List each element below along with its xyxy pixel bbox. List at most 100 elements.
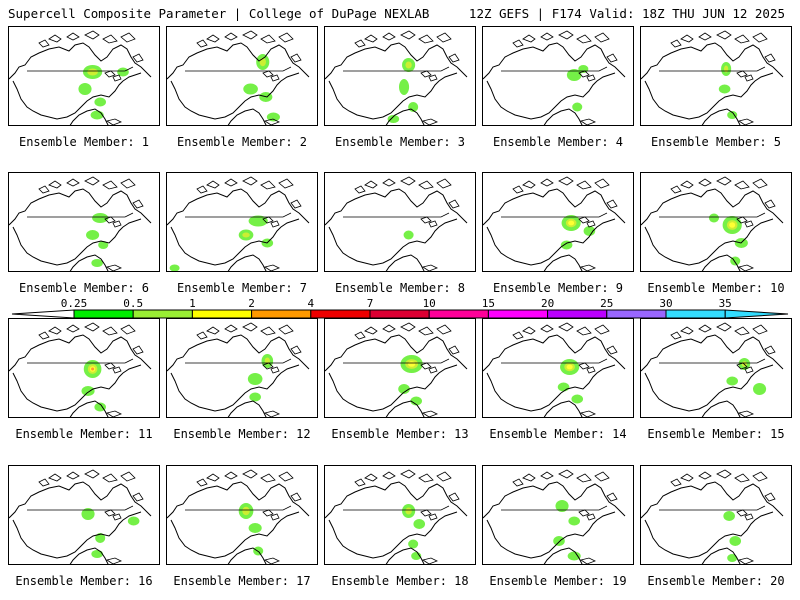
coastline [641, 334, 784, 372]
island-outline [512, 39, 524, 48]
coastline [170, 511, 300, 559]
island-outline [606, 492, 618, 502]
coastline [328, 511, 458, 559]
member-label-18: Ensemble Member: 18 [331, 574, 469, 588]
country-border [27, 66, 134, 72]
island-outline [764, 53, 776, 63]
country-border [27, 212, 134, 218]
scp-area [408, 539, 419, 549]
coastline [325, 188, 468, 226]
coastline [486, 364, 616, 412]
member-label-9: Ensemble Member: 9 [492, 281, 624, 295]
scp-area [753, 383, 767, 395]
coastline [483, 481, 626, 519]
island-outline [132, 345, 144, 355]
island-outline [104, 70, 116, 78]
legend-right-arrow [724, 309, 789, 319]
member-map-9 [482, 172, 634, 272]
island-outline [422, 557, 438, 564]
scp-area [708, 213, 719, 223]
scp-area [94, 402, 106, 412]
island-outline [580, 410, 596, 417]
legend-tick-label: 25 [600, 297, 613, 310]
map-canvas [167, 322, 310, 417]
island-outline [522, 473, 536, 482]
member-map-16 [8, 465, 160, 565]
island-outline [448, 53, 460, 63]
coastline [641, 481, 784, 519]
island-outline [418, 473, 434, 483]
legend-swatch [132, 309, 193, 319]
island-outline [196, 478, 208, 487]
member-map-19 [482, 465, 634, 565]
member-map-7 [166, 172, 318, 272]
member-map-17 [166, 465, 318, 565]
coastline [644, 511, 774, 559]
island-outline [242, 322, 258, 332]
member-label-7: Ensemble Member: 7 [176, 281, 308, 295]
island-outline [736, 216, 748, 224]
island-outline [206, 473, 220, 482]
island-outline [206, 180, 220, 189]
island-outline [260, 34, 276, 44]
island-outline [38, 39, 50, 48]
country-border [185, 212, 292, 218]
scp-core [407, 361, 416, 367]
map-canvas [167, 30, 310, 125]
member-label-6: Ensemble Member: 6 [18, 281, 150, 295]
coastline [385, 108, 425, 125]
coastline [170, 72, 300, 120]
island-outline [290, 492, 302, 502]
legend-swatch [369, 309, 430, 319]
island-outline [38, 185, 50, 194]
scp-area [117, 67, 129, 77]
coastline [325, 42, 468, 80]
member-map-3 [324, 26, 476, 126]
island-outline [606, 53, 618, 63]
island-outline [270, 366, 280, 374]
island-outline [278, 324, 294, 335]
island-outline [716, 322, 732, 332]
island-outline [594, 471, 610, 482]
scp-area [81, 508, 95, 520]
island-outline [422, 264, 438, 271]
island-outline [578, 216, 590, 224]
island-outline [558, 469, 574, 479]
valid-time: 12Z GEFS | F174 Valid: 18Z THU JUN 12 20… [468, 6, 785, 21]
coastline [69, 400, 109, 417]
island-outline [670, 478, 682, 487]
island-outline [738, 264, 754, 271]
member-map-5 [640, 26, 792, 126]
island-outline [698, 32, 712, 41]
member-label-15: Ensemble Member: 15 [647, 427, 785, 441]
island-outline [120, 471, 136, 482]
legend-swatch [547, 309, 608, 319]
island-outline [420, 509, 432, 517]
island-outline [278, 178, 294, 189]
coastline [543, 108, 583, 125]
member-label-19: Ensemble Member: 19 [489, 574, 627, 588]
member-map-15 [640, 318, 792, 418]
scp-area [568, 516, 580, 526]
island-outline [540, 324, 554, 333]
island-outline [436, 32, 452, 43]
country-border [343, 212, 450, 218]
scp-area [553, 536, 565, 546]
legend-tick-label: 10 [423, 297, 436, 310]
legend-tick-label: 0.25 [61, 297, 88, 310]
member-map-4 [482, 26, 634, 126]
legend-tick-label: 15 [482, 297, 495, 310]
map-canvas [9, 30, 152, 125]
member-label-11: Ensemble Member: 11 [15, 427, 153, 441]
country-border [27, 358, 134, 364]
island-outline [764, 345, 776, 355]
island-outline [736, 362, 748, 370]
island-outline [260, 180, 276, 190]
legend-tick-label: 0.5 [123, 297, 143, 310]
scp-area [727, 111, 738, 119]
island-outline [680, 326, 694, 335]
island-outline [738, 557, 754, 564]
island-outline [586, 513, 596, 521]
island-outline [698, 324, 712, 333]
map-canvas [483, 469, 626, 564]
